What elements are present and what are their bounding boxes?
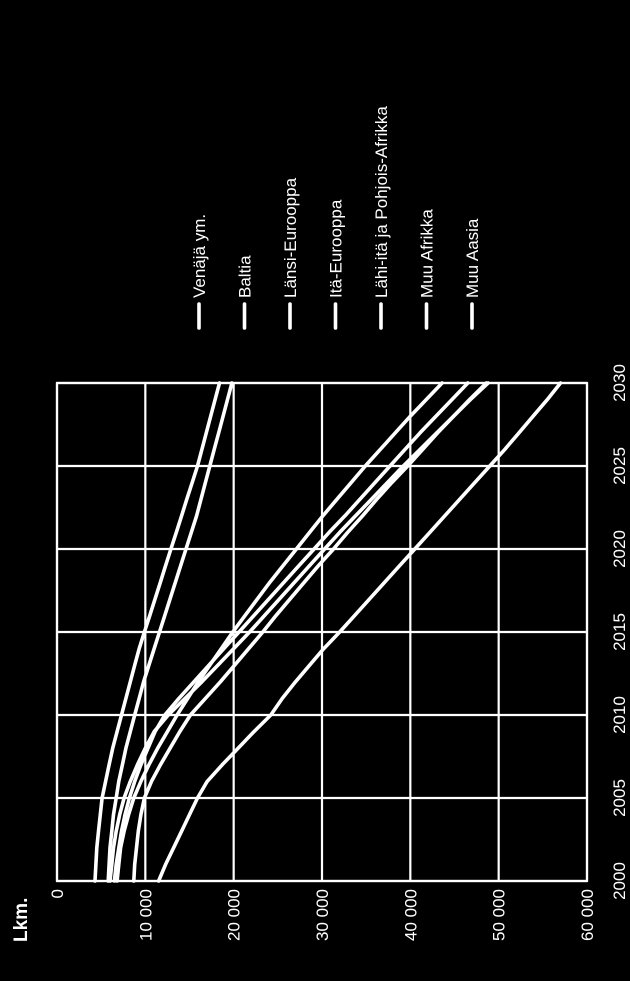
x-tick-label: 2015 <box>610 613 629 651</box>
y-tick-label: 10 000 <box>136 889 155 941</box>
legend-label: Lähi-itä ja Pohjois-Afrikka <box>372 106 391 298</box>
legend-label: Venäjä ym. <box>190 214 209 298</box>
y-unit-label: Lkm. <box>11 898 32 942</box>
plot-grid <box>55 381 589 883</box>
y-axis-tick-labels: 0 10 000 20 000 30 000 40 000 50 000 60 000 <box>48 889 597 941</box>
y-tick-label: 40 000 <box>401 889 420 941</box>
series-line-7 <box>93 381 222 883</box>
x-tick-label: 2010 <box>610 696 629 734</box>
series-line-4 <box>112 381 470 883</box>
legend-label: Muu Aasia <box>463 218 482 298</box>
series-line-6 <box>106 381 234 883</box>
legend-label: Itä-Eurooppa <box>327 199 346 298</box>
x-tick-label: 2000 <box>610 862 629 900</box>
chart-legend: Venäjä ym. Baltia Länsi-Eurooppa Itä-Euroop… <box>190 106 482 330</box>
legend-label: Länsi-Eurooppa <box>281 177 300 298</box>
legend-label: Muu Afrikka <box>418 209 437 298</box>
y-tick-label: 0 <box>48 889 67 898</box>
series-lines <box>93 381 563 883</box>
x-axis-tick-labels: 2000 2005 2010 2015 2020 2025 2030 <box>610 364 629 900</box>
y-tick-label: 50 000 <box>490 889 509 941</box>
y-tick-label: 20 000 <box>225 889 244 941</box>
legend-label: Baltia <box>236 255 255 298</box>
x-tick-label: 2020 <box>610 530 629 568</box>
x-tick-label: 2025 <box>610 447 629 485</box>
series-line-2 <box>132 381 489 883</box>
series-line-5 <box>108 381 490 883</box>
series-line-3 <box>115 381 444 883</box>
x-tick-label: 2005 <box>610 779 629 817</box>
series-line-1 <box>156 381 563 883</box>
y-tick-label: 30 000 <box>313 889 332 941</box>
y-tick-label: 60 000 <box>578 889 597 941</box>
x-tick-label: 2030 <box>610 364 629 402</box>
